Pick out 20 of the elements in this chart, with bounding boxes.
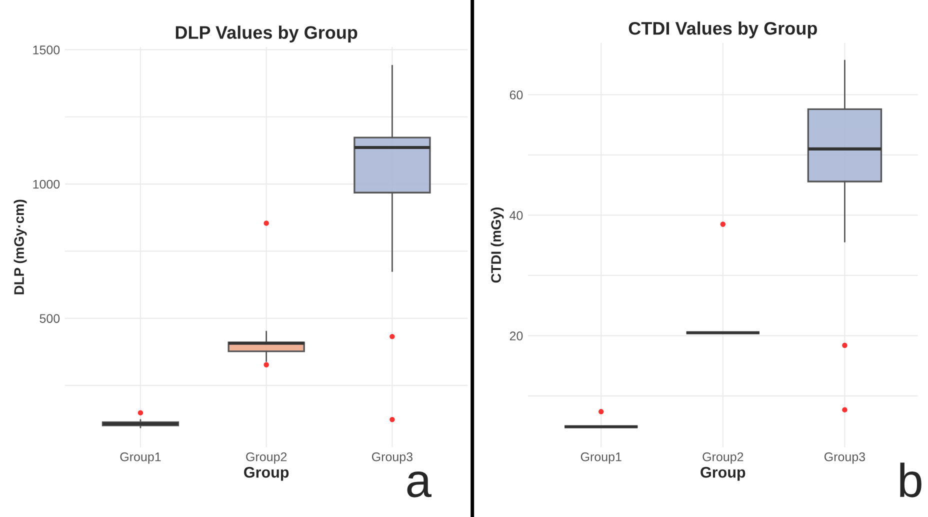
chart-title: DLP Values by Group bbox=[176, 26, 358, 42]
y-axis-title: DLP (mGy·cm) bbox=[14, 200, 27, 294]
y-tick-label: 1000 bbox=[33, 180, 60, 189]
y-tick-label: 40 bbox=[510, 211, 523, 220]
x-tick-label: Group1 bbox=[120, 452, 161, 464]
chart-title: CTDI Values by Group bbox=[628, 21, 817, 38]
y-tick-label: 500 bbox=[40, 314, 60, 323]
x-tick-label: Group3 bbox=[824, 452, 866, 464]
x-axis-title: Group bbox=[244, 466, 289, 481]
x-tick-label: Group1 bbox=[580, 452, 622, 464]
x-tick-label: Group2 bbox=[246, 452, 287, 464]
x-tick-label: Group2 bbox=[702, 452, 744, 464]
x-axis-title: Group bbox=[700, 466, 746, 481]
y-tick-label: 60 bbox=[510, 90, 523, 100]
y-axis-title: CTDI (mGy) bbox=[490, 208, 504, 283]
x-tick-label: Group3 bbox=[372, 452, 412, 464]
y-tick-label: 20 bbox=[510, 332, 523, 340]
text: a bbox=[407, 471, 432, 498]
text: b bbox=[900, 462, 922, 498]
y-tick-label: 1500 bbox=[33, 46, 60, 54]
